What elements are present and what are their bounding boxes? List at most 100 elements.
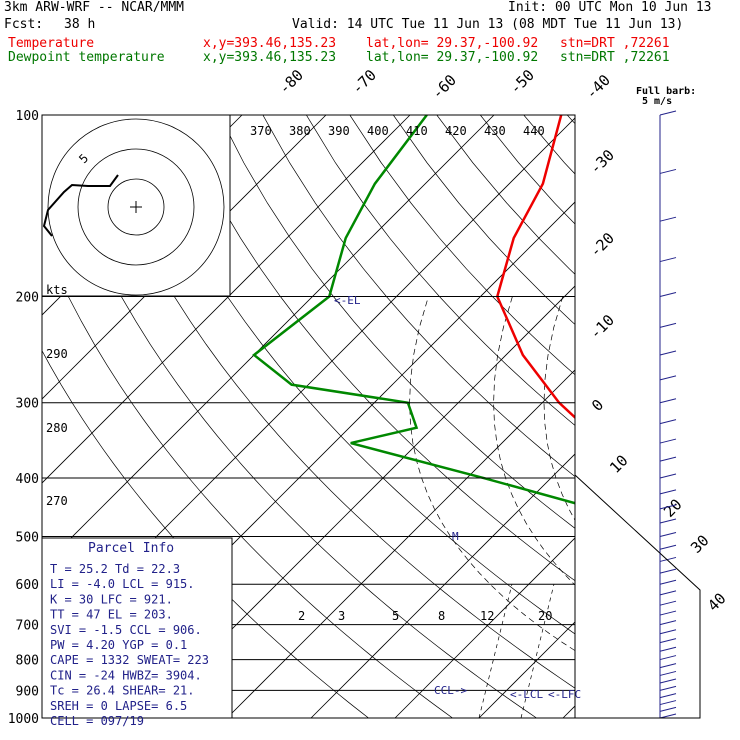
dry-adiabat-line bbox=[654, 115, 740, 718]
valid-label: Valid: 14 UTC Tue 11 Jun 13 (08 MDT Tue … bbox=[292, 17, 684, 32]
wind-barb bbox=[659, 216, 677, 222]
wind-barb bbox=[659, 610, 677, 616]
wind-barb bbox=[659, 292, 677, 298]
dewpoint-legend-name: Dewpoint temperature bbox=[8, 50, 165, 65]
right-frame bbox=[574, 474, 701, 719]
isotherm-line bbox=[562, 705, 575, 718]
mixing-ratio-label: 8 bbox=[438, 609, 445, 623]
dry-adiabat-line bbox=[436, 115, 575, 275]
parcel-info-row: PW = 4.20 YGP = 0.1 bbox=[50, 638, 187, 652]
pressure-tick-label: 900 bbox=[16, 684, 39, 699]
dry-adiabat-line bbox=[88, 115, 575, 689]
dry-adiabat-line bbox=[698, 115, 740, 718]
temperature-legend-stn: stn=DRT ,72261 bbox=[560, 36, 670, 51]
parcel-info-row: CAPE = 1332 SWEAT= 223 bbox=[50, 653, 209, 667]
theta-side-label: 280 bbox=[46, 421, 68, 435]
isotherm-line bbox=[42, 115, 411, 484]
model-label: 3km ARW-WRF -- NCAR/MMM bbox=[4, 0, 185, 15]
isotherm-tick-label: -40 bbox=[582, 71, 614, 103]
moist-adiabat-line bbox=[409, 296, 575, 652]
wind-barb bbox=[659, 419, 677, 425]
theta-tick-label: 400 bbox=[367, 124, 389, 138]
mean-marker: M bbox=[452, 530, 459, 543]
wind-barb bbox=[659, 678, 677, 684]
isotherm-line bbox=[310, 453, 575, 718]
parcel-info-row: LI = -4.0 LCL = 915. bbox=[50, 577, 195, 591]
isotherm-tick-label: -50 bbox=[506, 66, 538, 98]
dry-adiabat-line bbox=[45, 115, 537, 718]
theta-tick-label: 410 bbox=[406, 124, 428, 138]
pressure-tick-label: 800 bbox=[16, 654, 39, 669]
wind-barb bbox=[659, 685, 677, 691]
pressure-tick-label: 100 bbox=[16, 109, 39, 124]
init-label: Init: 00 UTC Mon 10 Jun 13 bbox=[508, 0, 712, 15]
dry-adiabat-line bbox=[175, 115, 575, 582]
wind-barb bbox=[659, 257, 677, 263]
theta-tick-label: 420 bbox=[445, 124, 467, 138]
wind-barb bbox=[659, 670, 677, 676]
lcl-annotation: <-LCL bbox=[510, 688, 543, 701]
mixing-ratio-line bbox=[580, 584, 613, 718]
wind-barb bbox=[659, 322, 677, 328]
dry-adiabat-line bbox=[132, 115, 575, 635]
pressure-tick-label: 600 bbox=[16, 578, 39, 593]
parcel-info-box bbox=[41, 537, 233, 719]
hodograph-ring bbox=[47, 118, 225, 296]
fcst-label: Fcst: bbox=[4, 17, 44, 32]
wind-barb bbox=[659, 700, 677, 706]
wind-barb bbox=[659, 713, 677, 719]
wind-barb bbox=[659, 579, 677, 585]
dewpoint-legend-xy: x,y=393.46,135.23 bbox=[203, 50, 337, 65]
mixing-ratio-line bbox=[478, 584, 513, 718]
plot-area bbox=[42, 115, 740, 718]
parcel-info-row: TT = 47 EL = 203. bbox=[50, 608, 173, 622]
parcel-info-row: CIN = -24 HWBZ= 3904. bbox=[50, 668, 202, 682]
wind-barb bbox=[659, 655, 677, 661]
isotherm-tick-label: -80 bbox=[275, 66, 307, 98]
dry-adiabat-line bbox=[611, 115, 740, 718]
wind-barb bbox=[659, 629, 677, 635]
wind-barb bbox=[659, 168, 677, 174]
el-annotation: <-EL bbox=[334, 294, 361, 307]
theta-tick-label: 390 bbox=[328, 124, 350, 138]
parcel-info-row: SVI = -1.5 CCL = 906. bbox=[50, 623, 202, 637]
theta-side-label: 270 bbox=[46, 494, 68, 508]
mixing-ratio-line bbox=[520, 584, 555, 718]
pressure-tick-label: 200 bbox=[16, 291, 39, 306]
isotherm-line bbox=[42, 115, 495, 568]
wind-barb bbox=[659, 646, 677, 652]
mixing-ratio-label: 5 bbox=[392, 609, 399, 623]
isotherm-tick-label: -30 bbox=[586, 146, 618, 178]
wind-barb bbox=[659, 110, 677, 116]
wind-barb bbox=[659, 590, 677, 596]
fcst-value: 38 h bbox=[64, 17, 96, 32]
parcel-info-row: SREH = 0 LAPSE= 6.5 bbox=[50, 699, 187, 713]
parcel-info-row: CELL = 097/19 bbox=[50, 714, 144, 728]
parcel-info-row: K = 30 LFC = 921. bbox=[50, 592, 173, 606]
wind-barb bbox=[659, 375, 677, 381]
pressure-tick-label: 400 bbox=[16, 472, 39, 487]
wind-barb bbox=[659, 438, 677, 444]
isotherm-line bbox=[394, 537, 575, 718]
theta-tick-label: 380 bbox=[289, 124, 311, 138]
wind-barb bbox=[659, 600, 677, 606]
dry-adiabat-line bbox=[479, 115, 575, 225]
wind-barb bbox=[659, 544, 677, 550]
temperature-profile bbox=[495, 115, 575, 420]
pressure-tick-label: 1000 bbox=[8, 712, 39, 727]
wind-barb bbox=[659, 504, 677, 510]
pressure-tick-label: 700 bbox=[16, 619, 39, 634]
wind-barb bbox=[659, 398, 677, 404]
mixing-ratio-label: 3 bbox=[338, 609, 345, 623]
wind-barb bbox=[659, 473, 677, 479]
theta-tick-label: 440 bbox=[523, 124, 545, 138]
dewpoint-profile bbox=[252, 115, 575, 505]
hodograph-ring bbox=[77, 148, 195, 266]
theta-side-label: 290 bbox=[46, 347, 68, 361]
isotherm-tick-label: 30 bbox=[687, 531, 713, 557]
wind-barb bbox=[659, 663, 677, 669]
dry-adiabat-line bbox=[393, 115, 575, 325]
pressure-tick-label: 300 bbox=[16, 397, 39, 412]
dry-adiabat-line bbox=[566, 115, 575, 125]
